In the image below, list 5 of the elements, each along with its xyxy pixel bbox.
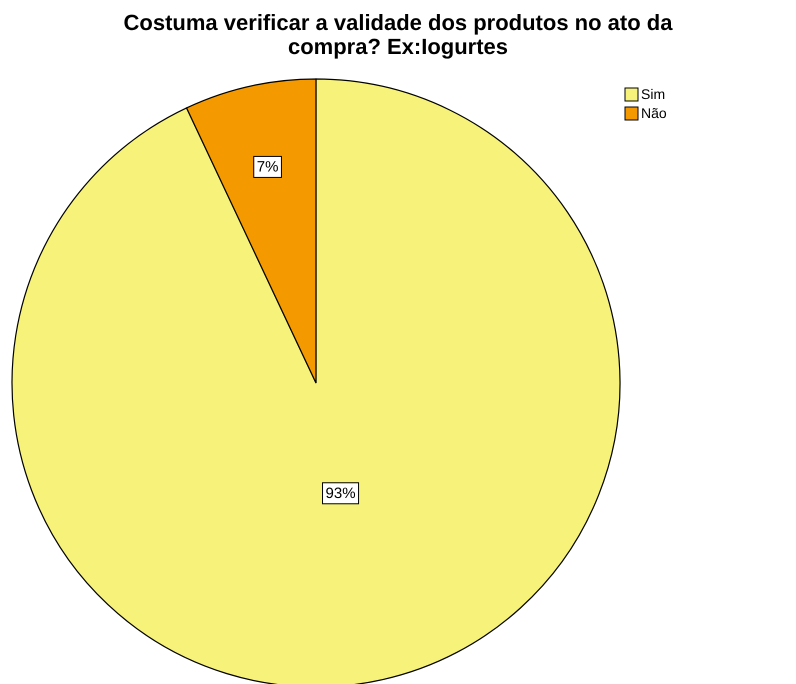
legend-label: Não bbox=[641, 105, 667, 121]
data-label: 93% bbox=[326, 484, 356, 502]
data-label: 7% bbox=[256, 158, 278, 176]
legend-label: Sim bbox=[641, 86, 666, 102]
chart-title: Costuma verificar a validade dos produtos no ato da compra? Ex:Iogurtes bbox=[124, 10, 674, 59]
